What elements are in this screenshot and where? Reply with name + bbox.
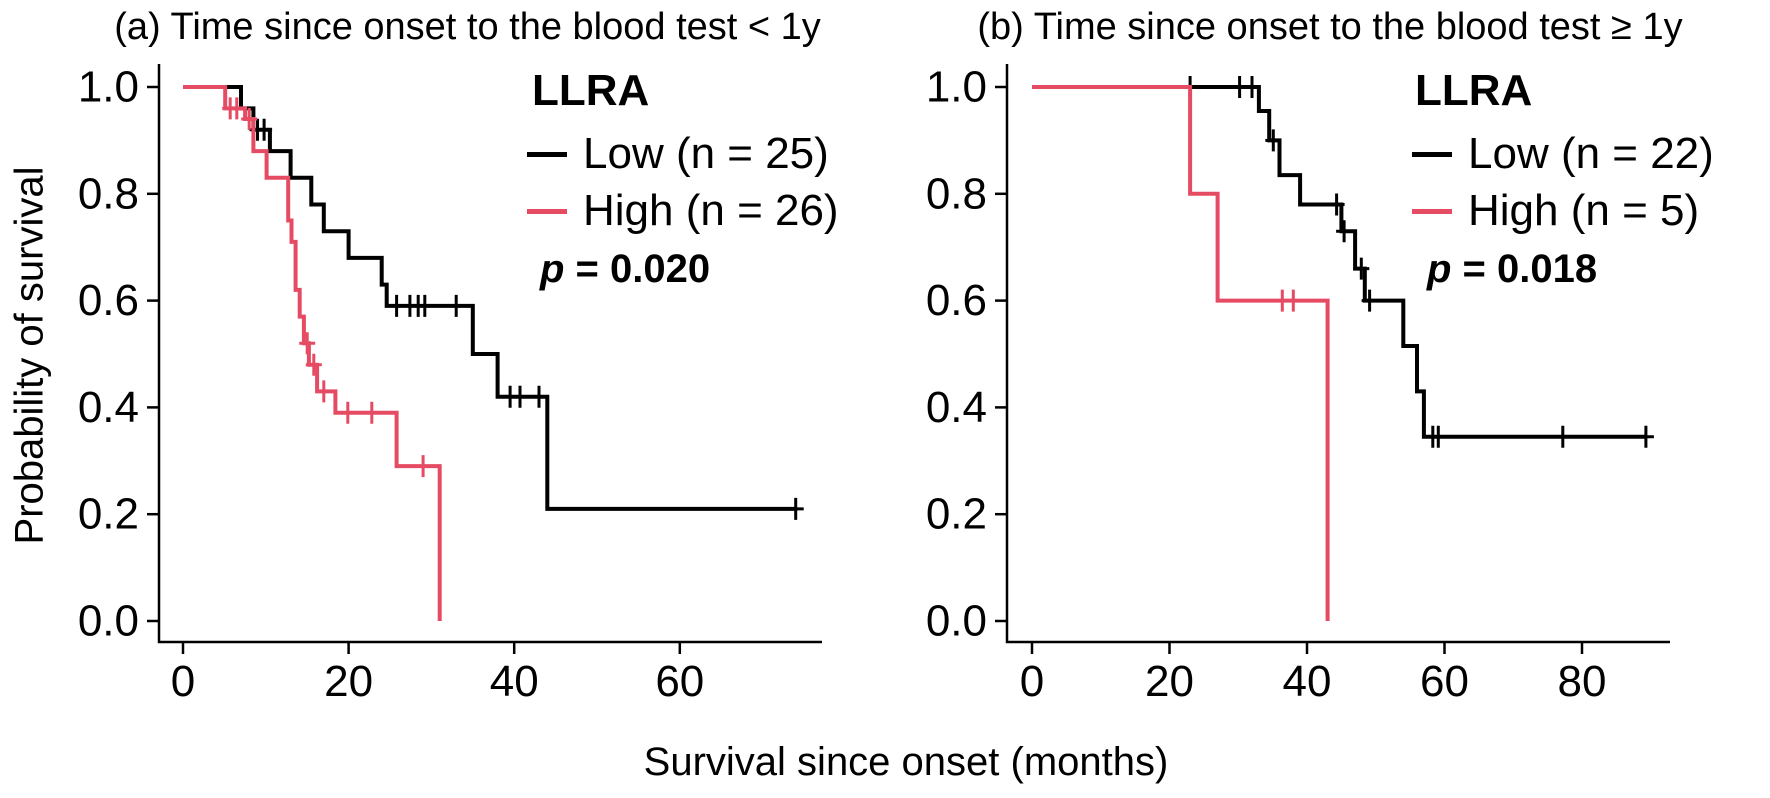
censor-plus-icon: [363, 401, 380, 424]
legend-title-b: LLRA: [1415, 66, 1533, 115]
censor-plus-icon: [1361, 289, 1378, 312]
panel-b-title: (b) Time since onset to the blood test ≥…: [977, 6, 1683, 48]
p-number-a: = 0.020: [564, 247, 711, 291]
panel-a-y-tick-label-0.4: 0.4: [78, 383, 139, 432]
panel-a-axes: [157, 64, 822, 644]
legend-entry-low-a: Low (n = 25): [527, 129, 829, 178]
low-line-swatch-icon: [1412, 151, 1452, 157]
panel-b-y-tick-label-0.4: 0.4: [926, 383, 987, 432]
censor-plus-icon: [512, 385, 528, 408]
panel-b-y-tick-label-0.2: 0.2: [926, 490, 987, 539]
legend-entry-low-b: Low (n = 22): [1412, 129, 1714, 178]
legend-entry-high-a: High (n = 26): [527, 186, 839, 235]
censor-plus-icon: [1353, 257, 1370, 280]
high-line-swatch-icon: [527, 208, 567, 214]
censor-plus-icon: [1265, 129, 1282, 152]
legend-label-low-a: Low (n = 25): [583, 129, 829, 178]
censor-plus-icon: [305, 353, 322, 376]
legend-label-low-b: Low (n = 22): [1468, 129, 1714, 178]
panel-a-y-tick-label-0.0: 0.0: [78, 597, 139, 646]
low-line-swatch-icon: [527, 151, 567, 157]
panel-b-curve-high: [1032, 85, 1330, 621]
panel-b-x-tick-label-80: 80: [1558, 657, 1607, 706]
legend-title-a: LLRA: [532, 66, 650, 115]
censor-plus-icon: [256, 118, 273, 141]
p-value-b: p = 0.018: [1427, 247, 1597, 292]
panel-a-y-tick-label-0.8: 0.8: [78, 169, 139, 218]
censor-plus-icon: [531, 385, 547, 408]
p-symbol-a: p: [540, 247, 565, 291]
panel-b-x-tick-label-20: 20: [1145, 657, 1194, 706]
panel-a-y-tick-label-1.0: 1.0: [78, 63, 139, 112]
censor-plus-icon: [315, 380, 332, 403]
x-axis-label: Survival since onset (months): [643, 740, 1169, 784]
panel-b-y-tick-label-1.0: 1.0: [926, 63, 987, 112]
censor-plus-icon: [1328, 193, 1345, 216]
censor-plus-icon: [1285, 289, 1302, 312]
panel-b-y-tick-label-0.8: 0.8: [926, 169, 987, 218]
censor-plus-icon: [1554, 425, 1571, 448]
legend-label-high-b: High (n = 5): [1468, 186, 1700, 235]
censor-plus-icon: [1637, 425, 1654, 448]
panel-b-y-tick-label-0.0: 0.0: [926, 597, 987, 646]
panel-b-axes: [1005, 64, 1670, 644]
panel-b-x-tick-label-0: 0: [1020, 657, 1044, 706]
censor-plus-icon: [241, 108, 258, 130]
censor-plus-icon: [1336, 220, 1353, 243]
panel-b-x-tick-label-60: 60: [1420, 657, 1469, 706]
panel-b-y-tick-label-0.6: 0.6: [926, 276, 987, 325]
censor-plus-icon: [1244, 76, 1260, 98]
p-symbol-b: p: [1427, 247, 1452, 291]
panel-a-x-tick-label-20: 20: [324, 657, 373, 706]
panel-b-x-tick-label-40: 40: [1283, 657, 1332, 706]
p-number-b: = 0.018: [1451, 247, 1598, 291]
censor-plus-icon: [415, 455, 432, 478]
censor-plus-icon: [299, 332, 316, 355]
panel-a-y-tick-label-0.2: 0.2: [78, 490, 139, 539]
panel-a-curve-high: [183, 85, 442, 621]
censor-plus-icon: [1430, 425, 1447, 448]
censor-plus-icon: [228, 97, 245, 120]
p-value-a: p = 0.020: [540, 247, 710, 292]
legend-label-high-a: High (n = 26): [583, 186, 839, 235]
censor-plus-icon: [339, 401, 356, 424]
panel-a-y-tick-label-0.6: 0.6: [78, 276, 139, 325]
censor-plus-icon: [787, 497, 804, 520]
panel-a-x-tick-label-40: 40: [490, 657, 539, 706]
legend-entry-high-b: High (n = 5): [1412, 186, 1700, 235]
high-line-swatch-icon: [1412, 208, 1452, 214]
panel-a-x-tick-label-60: 60: [655, 657, 704, 706]
panel-a-x-tick-label-0: 0: [171, 657, 195, 706]
censor-plus-icon: [448, 294, 465, 317]
censor-plus-icon: [416, 294, 433, 317]
panel-a-title: (a) Time since onset to the blood test <…: [114, 6, 821, 48]
